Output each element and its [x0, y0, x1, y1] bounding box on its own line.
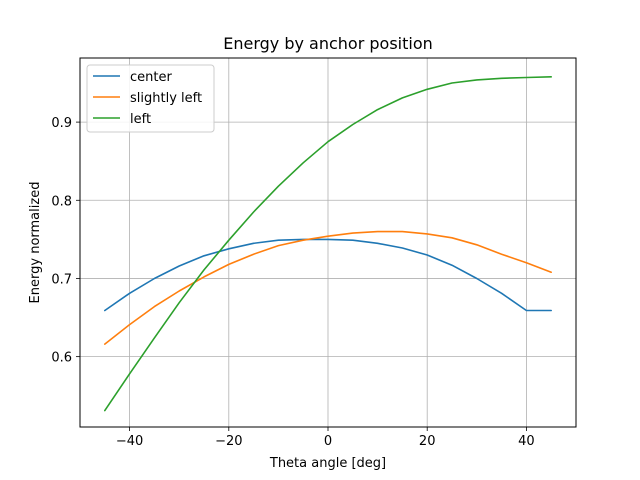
x-tick-label: 20	[419, 434, 436, 449]
x-tick-label: 0	[324, 434, 332, 449]
x-tick-label: 40	[518, 434, 535, 449]
legend-box	[86, 64, 215, 133]
y-tick-label: 0.9	[51, 116, 72, 131]
series-line-slightly-left	[104, 230, 553, 345]
series-line-left	[104, 76, 553, 412]
y-tick-label: 0.7	[51, 272, 72, 287]
y-axis-title: Energy normalized	[28, 182, 43, 304]
legend-label: center	[130, 70, 172, 85]
axis-ticks: −40 −20 0 20 40 0.6 0.7 0.8 0.9	[51, 116, 534, 449]
y-tick-label: 0.8	[51, 194, 72, 209]
chart-title: Energy by anchor position	[223, 34, 433, 53]
series-line-center	[104, 238, 553, 312]
legend: center slightly left left	[86, 64, 215, 133]
x-tick-label: −40	[116, 434, 143, 449]
x-axis-title: Theta angle [deg]	[269, 456, 386, 471]
x-tick-label: −20	[215, 434, 242, 449]
legend-label: left	[130, 112, 151, 127]
y-tick-label: 0.6	[51, 351, 72, 366]
series-lines	[104, 76, 553, 412]
legend-label: slightly left	[130, 91, 202, 106]
